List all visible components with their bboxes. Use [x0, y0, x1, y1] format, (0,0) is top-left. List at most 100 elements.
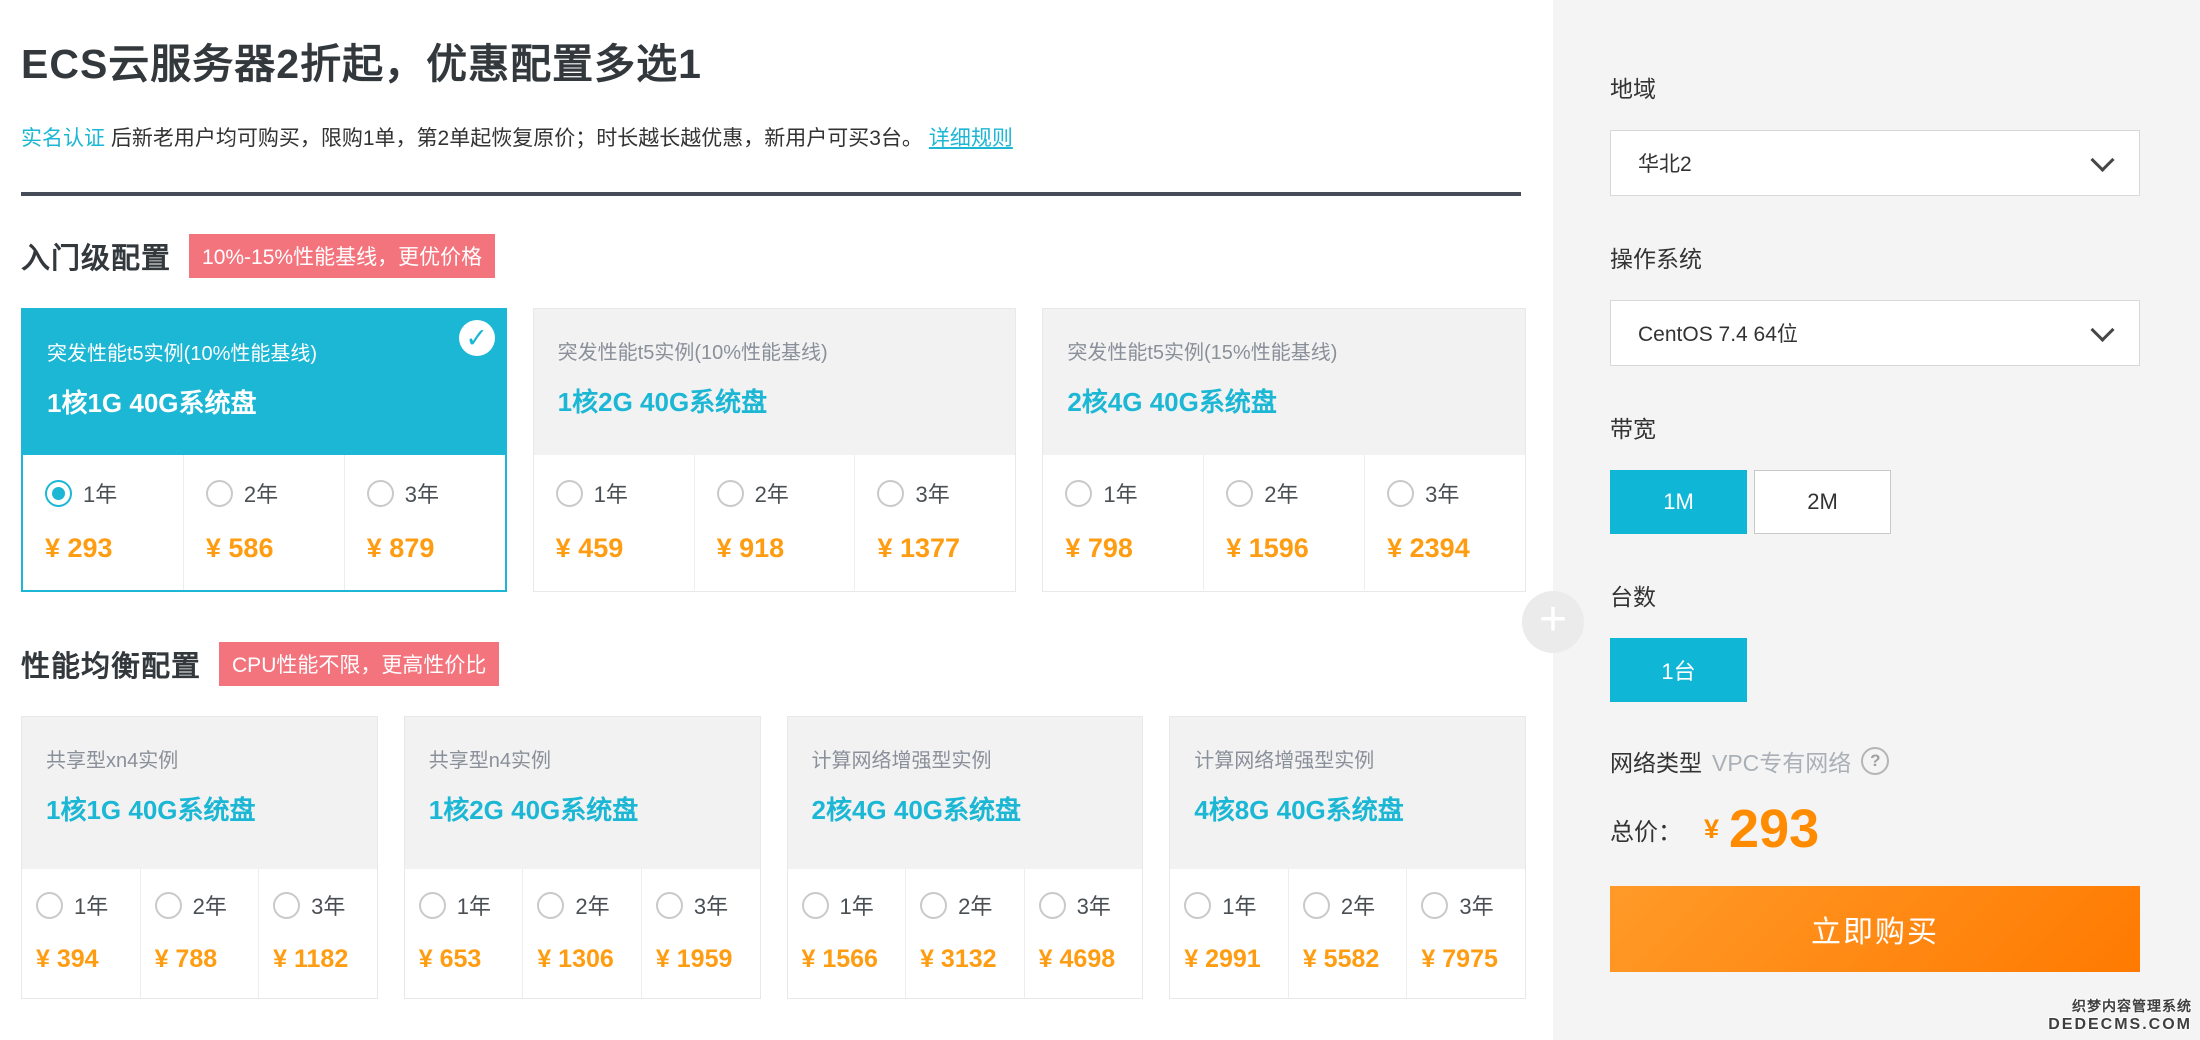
term-label: 2年: [243, 482, 279, 507]
radio-unchecked[interactable]: [154, 891, 182, 919]
radio-unchecked[interactable]: [366, 479, 394, 507]
region-value: 华北2: [1638, 153, 1692, 176]
term-radio-row: 1年: [555, 477, 686, 509]
price-label: ¥ 918: [716, 533, 785, 563]
config-card[interactable]: 共享型xn4实例 1核1G 40G系统盘 1年 ¥ 394 2年 ¥ 788 3年 ¥ 118…: [21, 716, 378, 999]
config-card[interactable]: 突发性能t5实例(10%性能基线) 1核1G 40G系统盘 ✓ 1年 ¥ 293 2年 ¥ …: [21, 308, 507, 592]
chevron-down-icon: [2090, 317, 2115, 342]
price-label: ¥ 5582: [1302, 945, 1380, 973]
card-row: 共享型xn4实例 1核1G 40G系统盘 1年 ¥ 394 2年 ¥ 788 3年 ¥ 118…: [21, 716, 1526, 999]
config-card[interactable]: 突发性能t5实例(10%性能基线) 1核2G 40G系统盘 1年 ¥ 459 2年 ¥ 9…: [532, 308, 1017, 592]
term-option[interactable]: 3年 ¥ 2394: [1364, 455, 1525, 590]
bandwidth-option-1m[interactable]: 1M: [1610, 470, 1747, 534]
card-title: 计算网络增强型实例: [811, 750, 992, 772]
term-option[interactable]: 2年 ¥ 1306: [522, 869, 641, 998]
price-label: ¥ 7975: [1421, 945, 1498, 973]
price-label: ¥ 586: [205, 533, 274, 563]
card-title: 共享型n4实例: [428, 750, 551, 772]
price-label: ¥ 798: [1065, 533, 1133, 563]
radio-unchecked[interactable]: [716, 479, 744, 507]
buy-now-button[interactable]: 立即购买: [1610, 886, 2140, 972]
term-option[interactable]: 1年 ¥ 2991: [1170, 869, 1288, 998]
term-option[interactable]: 3年 ¥ 1182: [258, 869, 377, 998]
price-label: ¥ 1306: [537, 945, 614, 973]
price-label: ¥ 1182: [273, 945, 349, 973]
radio-unchecked[interactable]: [801, 891, 829, 919]
price-label: ¥ 2394: [1387, 533, 1470, 563]
radio-unchecked[interactable]: [1065, 479, 1093, 507]
watermark-line1: 织梦内容管理系统: [2072, 998, 2192, 1014]
term-label: 1年: [593, 482, 628, 507]
radio-unchecked[interactable]: [1184, 891, 1212, 919]
card-header: 突发性能t5实例(10%性能基线) 1核1G 40G系统盘 ✓: [23, 310, 505, 455]
radio-unchecked[interactable]: [1038, 891, 1066, 919]
term-option[interactable]: 2年 ¥ 1596: [1203, 455, 1364, 590]
price-label: ¥ 459: [555, 533, 624, 563]
price-label: ¥ 653: [418, 945, 482, 973]
term-radio-row: 3年: [1038, 889, 1139, 921]
term-option[interactable]: 2年 ¥ 586: [182, 455, 344, 590]
card-spec: 2核4G 40G系统盘: [1067, 387, 1277, 417]
os-select[interactable]: CentOS 7.4 64位: [1610, 300, 2140, 366]
radio-unchecked[interactable]: [1421, 891, 1449, 919]
radio-unchecked[interactable]: [655, 891, 683, 919]
term-option[interactable]: 3年 ¥ 1377: [854, 455, 1015, 590]
detail-rules-link[interactable]: 详细规则: [928, 127, 1013, 150]
radio-unchecked[interactable]: [877, 479, 905, 507]
bandwidth-option-2m[interactable]: 2M: [1754, 470, 1891, 534]
card-spec: 1核1G 40G系统盘: [46, 795, 256, 825]
price-label: ¥ 2991: [1184, 945, 1261, 973]
total-price-row: 总价： ¥ 293: [1610, 802, 2140, 856]
radio-unchecked[interactable]: [537, 891, 565, 919]
term-radio-row: 2年: [920, 889, 1020, 921]
term-option[interactable]: 1年 ¥ 653: [405, 869, 523, 998]
radio-checked[interactable]: [45, 479, 72, 507]
config-sections: 入门级配置 10%-15%性能基线，更优价格 突发性能t5实例(10%性能基线) 1核…: [21, 234, 1528, 999]
term-label: 3年: [1425, 482, 1460, 507]
term-label: 3年: [311, 894, 346, 919]
config-card[interactable]: 共享型n4实例 1核2G 40G系统盘 1年 ¥ 653 2年 ¥ 1306 3年 ¥ 195…: [403, 716, 761, 999]
config-card[interactable]: 突发性能t5实例(15%性能基线) 2核4G 40G系统盘 1年 ¥ 798 2年 ¥ 1…: [1042, 308, 1527, 592]
help-icon[interactable]: ?: [1861, 747, 1890, 775]
term-option[interactable]: 1年 ¥ 394: [22, 869, 140, 998]
config-card[interactable]: 计算网络增强型实例 2核4G 40G系统盘 1年 ¥ 1566 2年 ¥ 3132 3年 ¥ …: [786, 716, 1144, 999]
radio-unchecked[interactable]: [1226, 479, 1254, 507]
term-label: 1年: [456, 894, 491, 919]
term-radio-row: 1年: [36, 889, 136, 921]
term-option[interactable]: 3年 ¥ 1959: [640, 869, 760, 998]
term-option[interactable]: 1年 ¥ 1566: [788, 869, 906, 998]
term-option[interactable]: 2年 ¥ 3132: [905, 869, 1024, 998]
price-label: ¥ 4698: [1038, 945, 1116, 973]
price-label: ¥ 1959: [655, 945, 733, 973]
watermark: 织梦内容管理系统 DEDECMS.COM: [2048, 996, 2192, 1034]
region-select[interactable]: 华北2: [1610, 130, 2140, 196]
section-badge: CPU性能不限，更高性价比: [219, 642, 500, 686]
bandwidth-label: 带宽: [1610, 416, 1656, 442]
card-title: 突发性能t5实例(15%性能基线): [1067, 342, 1338, 364]
term-option[interactable]: 2年 ¥ 788: [139, 869, 259, 998]
quantity-option-1[interactable]: 1台: [1610, 638, 1747, 702]
term-option[interactable]: 1年 ¥ 459: [534, 455, 694, 590]
term-option[interactable]: 2年 ¥ 918: [693, 455, 855, 590]
radio-unchecked[interactable]: [205, 479, 233, 507]
term-option[interactable]: 3年 ¥ 879: [343, 455, 505, 590]
radio-unchecked[interactable]: [920, 891, 948, 919]
config-card[interactable]: 计算网络增强型实例 4核8G 40G系统盘 1年 ¥ 2991 2年 ¥ 5582 3年 ¥ …: [1169, 716, 1526, 999]
term-option[interactable]: 1年 ¥ 798: [1043, 455, 1203, 590]
term-label: 1年: [1222, 894, 1257, 919]
card-title: 计算网络增强型实例: [1194, 750, 1375, 772]
radio-unchecked[interactable]: [418, 891, 446, 919]
term-option[interactable]: 2年 ¥ 5582: [1287, 869, 1407, 998]
price-label: ¥ 394: [36, 945, 99, 973]
radio-unchecked[interactable]: [555, 479, 583, 507]
radio-unchecked[interactable]: [273, 891, 301, 919]
term-option[interactable]: 1年 ¥ 293: [23, 455, 183, 590]
radio-unchecked[interactable]: [36, 891, 63, 919]
radio-unchecked[interactable]: [1387, 479, 1415, 507]
add-config-button[interactable]: +: [1522, 591, 1584, 653]
real-name-auth-link[interactable]: 实名认证: [21, 127, 105, 150]
radio-unchecked[interactable]: [1302, 891, 1330, 919]
card-title: 突发性能t5实例(10%性能基线): [47, 343, 318, 365]
term-option[interactable]: 3年 ¥ 7975: [1406, 869, 1525, 998]
term-option[interactable]: 3年 ¥ 4698: [1023, 869, 1143, 998]
